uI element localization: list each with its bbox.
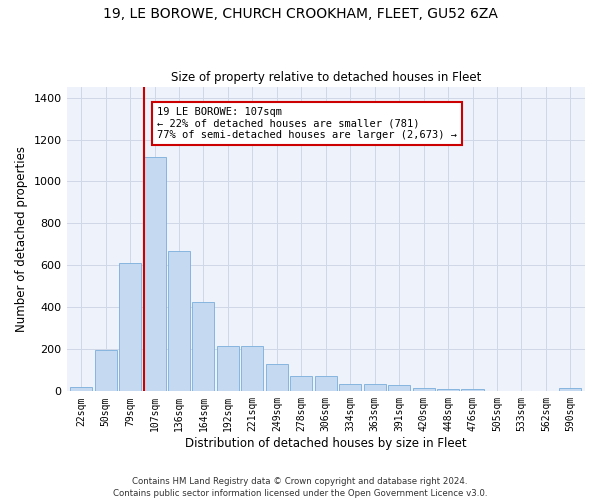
- Title: Size of property relative to detached houses in Fleet: Size of property relative to detached ho…: [170, 72, 481, 85]
- Bar: [388, 385, 410, 392]
- Bar: [339, 384, 361, 392]
- Bar: [266, 364, 288, 392]
- Bar: [193, 302, 214, 392]
- Y-axis label: Number of detached properties: Number of detached properties: [15, 146, 28, 332]
- Bar: [70, 387, 92, 392]
- Bar: [290, 376, 313, 392]
- Bar: [95, 350, 116, 392]
- Bar: [119, 264, 141, 392]
- Bar: [364, 384, 386, 392]
- Bar: [217, 346, 239, 392]
- Bar: [241, 346, 263, 392]
- Bar: [437, 389, 459, 392]
- Bar: [168, 250, 190, 392]
- Text: 19 LE BOROWE: 107sqm
← 22% of detached houses are smaller (781)
77% of semi-deta: 19 LE BOROWE: 107sqm ← 22% of detached h…: [157, 107, 457, 140]
- X-axis label: Distribution of detached houses by size in Fleet: Distribution of detached houses by size …: [185, 437, 467, 450]
- Text: 19, LE BOROWE, CHURCH CROOKHAM, FLEET, GU52 6ZA: 19, LE BOROWE, CHURCH CROOKHAM, FLEET, G…: [103, 8, 497, 22]
- Bar: [559, 388, 581, 392]
- Bar: [413, 388, 434, 392]
- Text: Contains HM Land Registry data © Crown copyright and database right 2024.
Contai: Contains HM Land Registry data © Crown c…: [113, 476, 487, 498]
- Bar: [143, 158, 166, 392]
- Bar: [315, 376, 337, 392]
- Bar: [461, 389, 484, 392]
